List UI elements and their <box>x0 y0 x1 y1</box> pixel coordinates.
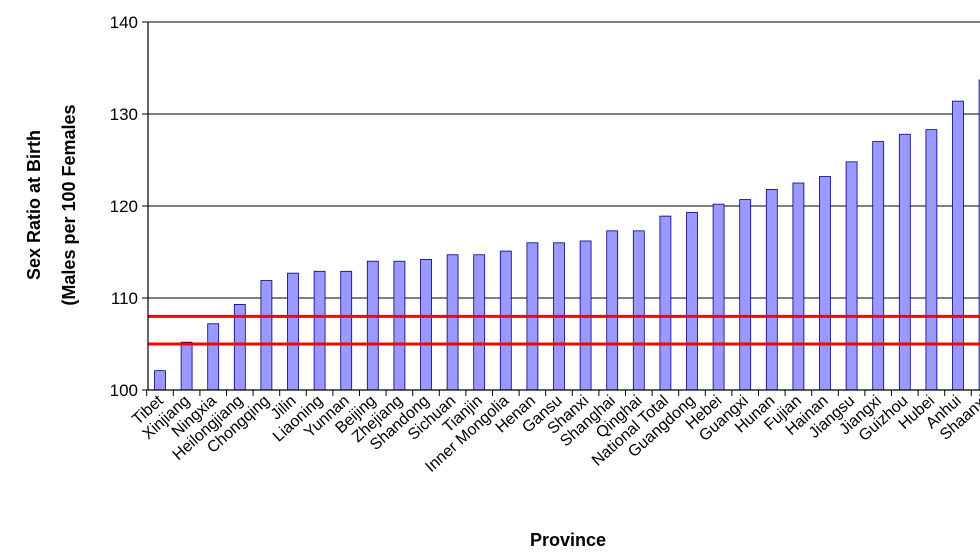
bar-chongqing <box>260 280 273 391</box>
y-tick-labels: 100 110 120 130 140 <box>110 13 138 400</box>
x-category-labels: TibetXinjiangNingxiaHeilongjiangChongqin… <box>129 392 980 476</box>
bar-yunnan <box>340 270 353 391</box>
bars <box>154 79 980 391</box>
bar-xinjiang <box>180 341 193 391</box>
bar-national-total <box>659 215 672 391</box>
bar-guangdong <box>686 212 698 391</box>
bar-jilin <box>287 272 299 391</box>
bar-tianjin <box>473 254 486 391</box>
bar-guizhou <box>898 133 911 391</box>
reference-lines <box>148 314 980 346</box>
bar-tibet <box>154 370 166 391</box>
y-tick-label: 100 <box>110 381 138 400</box>
bar-zhejiang <box>393 260 406 391</box>
bar-anhui <box>952 100 964 391</box>
bar-fujian <box>792 182 805 391</box>
bar-hubei <box>925 129 938 391</box>
bar-jiangxi <box>872 141 885 391</box>
bar-shanghai <box>606 230 619 391</box>
bar-ningxia <box>207 323 220 391</box>
bar-hunan <box>765 189 778 391</box>
bar-inner-mongolia <box>499 250 512 391</box>
bar-shandong <box>420 258 432 391</box>
bar-liaoning <box>313 270 326 391</box>
bar-guangxi <box>739 199 752 391</box>
y-tick-label: 130 <box>110 105 138 124</box>
bar-sichuan <box>446 254 459 391</box>
bar-qinghai <box>632 230 645 391</box>
axes <box>142 21 980 396</box>
y-tick-label: 140 <box>110 13 138 32</box>
y-axis-title: Sex Ratio at Birth (Males per 100 Female… <box>24 104 79 305</box>
bar-beijing <box>366 260 379 391</box>
y-axis-title-line1: Sex Ratio at Birth <box>24 130 44 280</box>
y-tick-label: 110 <box>111 289 138 308</box>
y-axis-title-line2: (Males per 100 Females <box>59 104 79 305</box>
y-tick-label: 120 <box>110 197 138 216</box>
bar-jiangsu <box>845 161 858 391</box>
bar-hebei <box>712 203 725 391</box>
bar-hainan <box>819 176 831 391</box>
x-axis-title: Province <box>530 530 606 550</box>
